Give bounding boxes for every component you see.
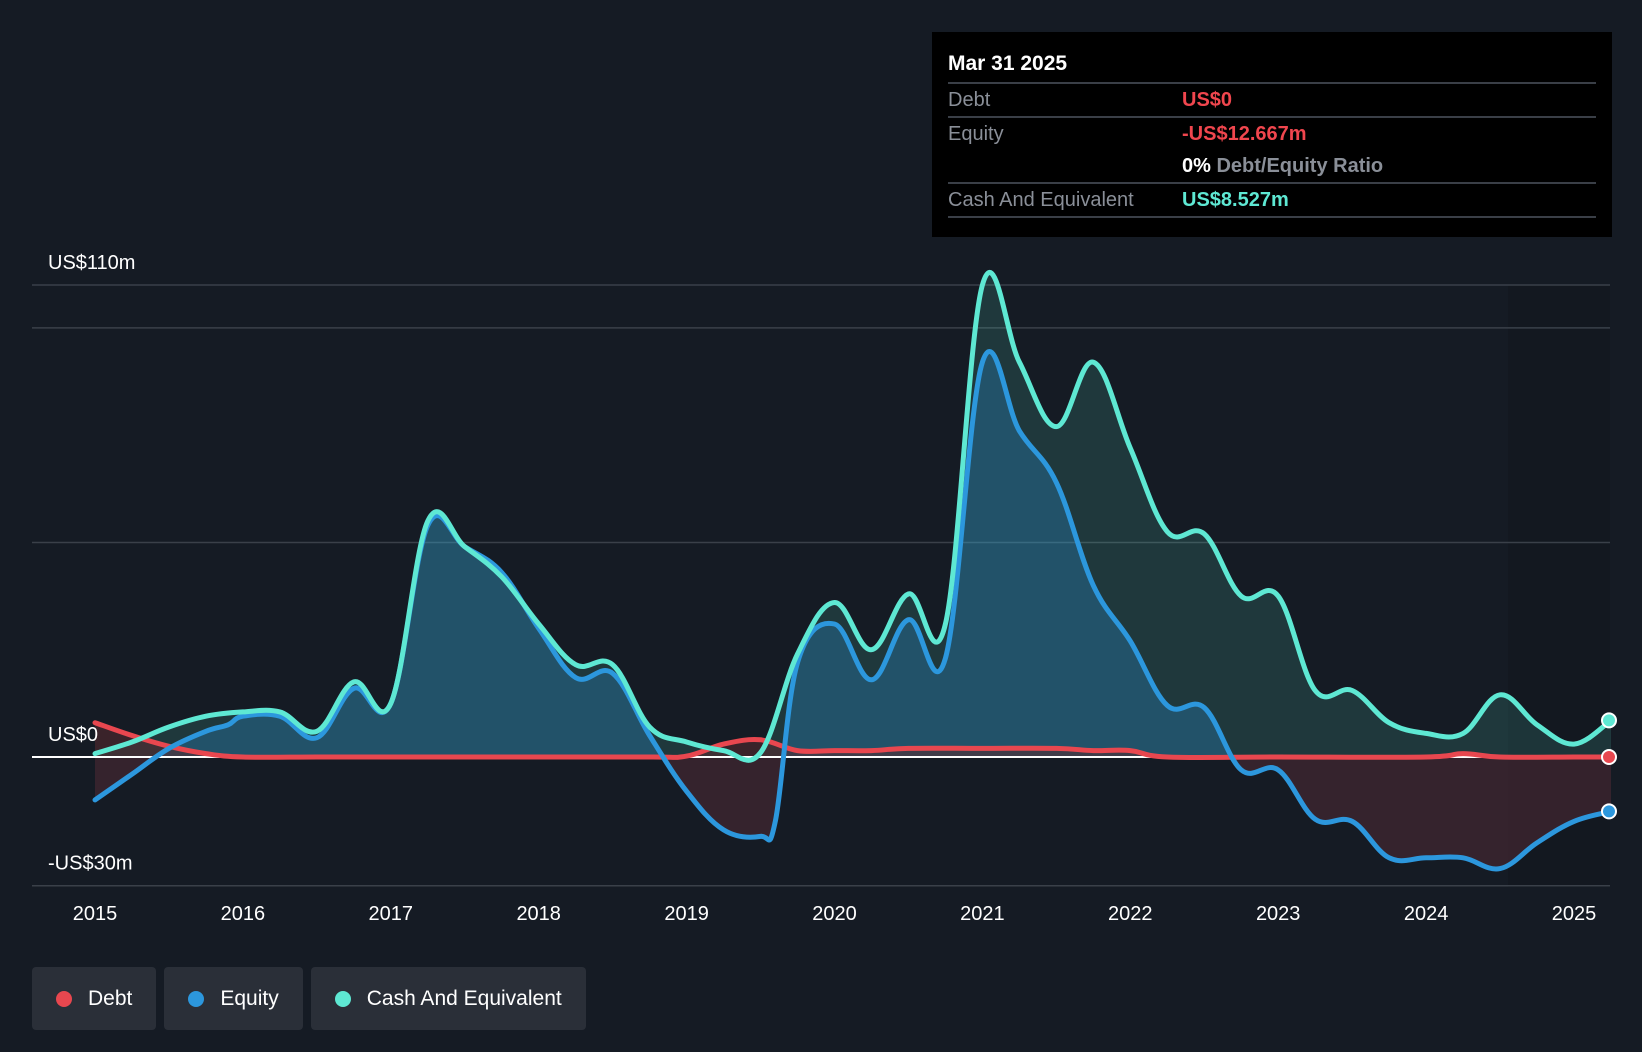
area-negative-equity bbox=[95, 757, 1611, 869]
tooltip-row-cash: Cash And Equivalent US$8.527m bbox=[948, 184, 1596, 218]
tooltip-cash-value: US$8.527m bbox=[1182, 189, 1289, 211]
legend-item-debt[interactable]: Debt bbox=[32, 967, 157, 1030]
series-areas bbox=[95, 272, 1611, 870]
x-tick-label: 2024 bbox=[1404, 903, 1449, 925]
x-tick-label: 2022 bbox=[1108, 903, 1153, 925]
tooltip-ratio-spacer bbox=[948, 150, 1182, 182]
legend-label-cash: Cash And Equivalent bbox=[366, 986, 562, 1010]
gridlines bbox=[32, 284, 1610, 887]
legend-item-cash[interactable]: Cash And Equivalent bbox=[310, 967, 586, 1030]
series-lines bbox=[92, 270, 1614, 872]
x-tick-label: 2025 bbox=[1552, 903, 1597, 925]
tooltip-ratio-label: Debt/Equity Ratio bbox=[1216, 155, 1384, 177]
x-axis-labels: 2015 2016 2017 2018 2019 2020 2021 2022 2023 2024… bbox=[73, 903, 1597, 925]
endpoint-equity bbox=[1601, 803, 1617, 820]
line-cash-and-equivalent bbox=[92, 270, 1614, 763]
x-tick-label: 2016 bbox=[221, 903, 266, 925]
x-tick-label: 2017 bbox=[369, 903, 414, 925]
series-endpoints bbox=[1601, 712, 1617, 820]
tooltip-debt-label: Debt bbox=[948, 89, 991, 111]
area-equity bbox=[95, 351, 1611, 870]
tooltip-debt-value: US$0 bbox=[1182, 89, 1233, 111]
x-tick-label: 2023 bbox=[1256, 903, 1301, 925]
legend-item-equity[interactable]: Equity bbox=[164, 967, 303, 1030]
tooltip-panel: Mar 31 2025 Debt US$0 Equity -US$12.667m… bbox=[932, 32, 1612, 237]
endpoint-cash-and-equivalent bbox=[1601, 712, 1617, 729]
legend-label-debt: Debt bbox=[88, 986, 133, 1010]
line-debt bbox=[92, 720, 1614, 761]
legend-dot-debt bbox=[56, 990, 72, 1007]
y-tick-label: US$110m bbox=[48, 252, 135, 274]
legend-dot-cash bbox=[334, 990, 351, 1007]
tooltip-cash-label: Cash And Equivalent bbox=[948, 189, 1134, 211]
y-tick-label: -US$30m bbox=[48, 853, 132, 875]
tooltip-ratio-percent: 0% bbox=[1182, 155, 1211, 177]
tooltip-row-debt: Debt US$0 bbox=[948, 84, 1596, 118]
tooltip-row-ratio: 0% Debt/Equity Ratio bbox=[948, 150, 1596, 184]
y-tick-label: US$0 bbox=[48, 724, 98, 746]
x-tick-label: 2019 bbox=[664, 903, 709, 925]
y-axis-labels: US$110m US$0 -US$30m bbox=[48, 252, 135, 875]
endpoint-debt bbox=[1601, 749, 1617, 765]
line-equity bbox=[92, 349, 1614, 872]
legend-dot-equity bbox=[188, 990, 205, 1007]
tooltip-equity-value: -US$12.667m bbox=[1182, 123, 1307, 145]
tooltip-row-equity: Equity -US$12.667m bbox=[948, 118, 1596, 150]
tooltip-ratio: 0% Debt/Equity Ratio bbox=[1182, 150, 1383, 182]
legend-label-equity: Equity bbox=[220, 986, 279, 1010]
tooltip-date: Mar 31 2025 bbox=[948, 46, 1596, 84]
legend: Debt Equity Cash And Equivalent bbox=[32, 967, 586, 1030]
x-tick-label: 2015 bbox=[73, 903, 118, 925]
area-cash-and-equivalent bbox=[95, 272, 1611, 761]
x-tick-label: 2020 bbox=[812, 903, 857, 925]
tooltip-equity-label: Equity bbox=[948, 123, 1004, 145]
x-tick-label: 2018 bbox=[516, 903, 561, 925]
x-tick-label: 2021 bbox=[960, 903, 1005, 925]
